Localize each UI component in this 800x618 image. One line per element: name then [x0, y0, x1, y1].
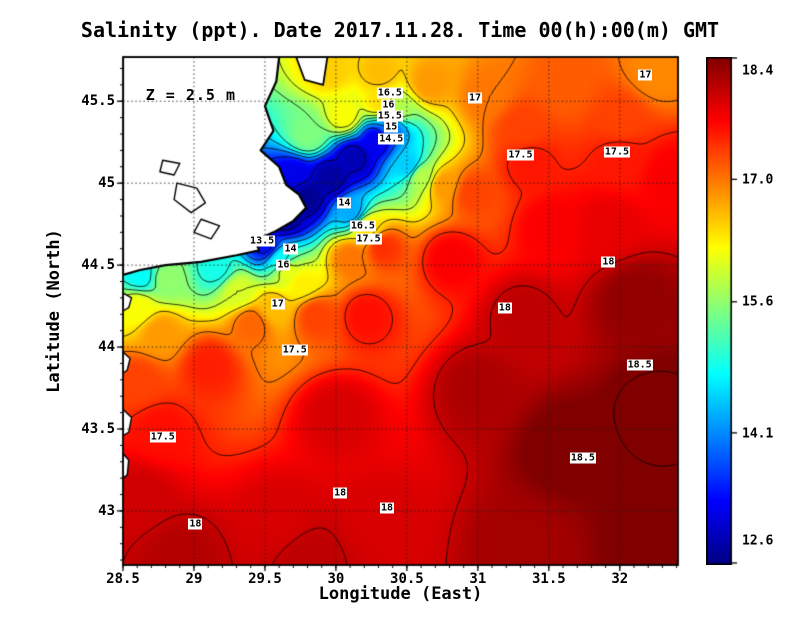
salinity-field-canvas	[113, 47, 688, 575]
x-tick-label: 31.5	[531, 571, 566, 587]
contour-label: 18	[188, 518, 203, 530]
contour-label: 16	[381, 99, 396, 111]
contour-label: 17.5	[281, 344, 308, 356]
y-tick-label: 43	[98, 502, 115, 519]
depth-annotation: Z = 2.5 m	[145, 85, 236, 104]
x-tick-label: 32	[611, 571, 629, 587]
colorbar-tick-label: 17.0	[742, 172, 774, 188]
y-tick-label: 45	[98, 175, 115, 192]
y-tick-label: 44.5	[81, 257, 115, 274]
x-tick-label: 30.5	[390, 571, 424, 587]
contour-label: 14	[283, 243, 298, 255]
contour-label: 17.5	[603, 146, 630, 158]
x-tick-label: 29	[185, 571, 203, 587]
colorbar-canvas	[706, 57, 740, 565]
contour-label: 17	[467, 92, 483, 104]
contour-label: 14	[337, 197, 352, 209]
contour-label: 18	[497, 302, 512, 314]
x-tick-label: 30	[327, 571, 345, 587]
contour-label: 16.5	[376, 87, 403, 99]
x-tick-label: 29.5	[248, 571, 282, 587]
x-tick-label: 28.5	[106, 571, 140, 587]
contour-label: 18.5	[626, 359, 653, 371]
contour-label: 15.5	[376, 110, 403, 122]
contour-label: 18	[333, 487, 348, 499]
contour-label: 18.5	[569, 452, 596, 464]
y-tick-label: 44	[98, 339, 115, 356]
colorbar-tick-label: 14.1	[742, 426, 774, 442]
contour-label: 13.5	[249, 235, 276, 247]
y-tick-label: 45.5	[81, 93, 115, 110]
contour-label: 17	[270, 298, 285, 310]
contour-label: 17.5	[507, 149, 534, 161]
colorbar-tick-label: 12.6	[742, 533, 774, 549]
contour-label: 18	[379, 502, 395, 514]
contour-label: 15	[384, 121, 399, 133]
contour-label: 17	[638, 69, 653, 81]
contour-label: 17.5	[355, 233, 382, 245]
plot-area: Z = 2.5 m 16.5 16 15.5 15 14.5 17 17 17.5 17.5 14…	[113, 47, 688, 575]
x-axis-label: Longitude (East)	[318, 584, 483, 604]
contour-label: 17.5	[149, 431, 176, 443]
y-tick-label: 43.5	[81, 420, 115, 437]
colorbar-tick-label: 18.4	[742, 63, 774, 79]
colorbar-tick-label: 15.6	[742, 294, 774, 310]
colorbar	[706, 57, 740, 565]
contour-label: 18	[601, 256, 616, 268]
contour-label: 14.5	[378, 133, 405, 145]
figure-title: Salinity (ppt). Date 2017.11.28. Time 00…	[80, 18, 720, 42]
x-tick-label: 31	[469, 571, 487, 587]
y-axis-label: Latitude (North)	[44, 229, 64, 393]
contour-label: 16	[276, 259, 291, 271]
contour-label: 16.5	[349, 220, 376, 232]
